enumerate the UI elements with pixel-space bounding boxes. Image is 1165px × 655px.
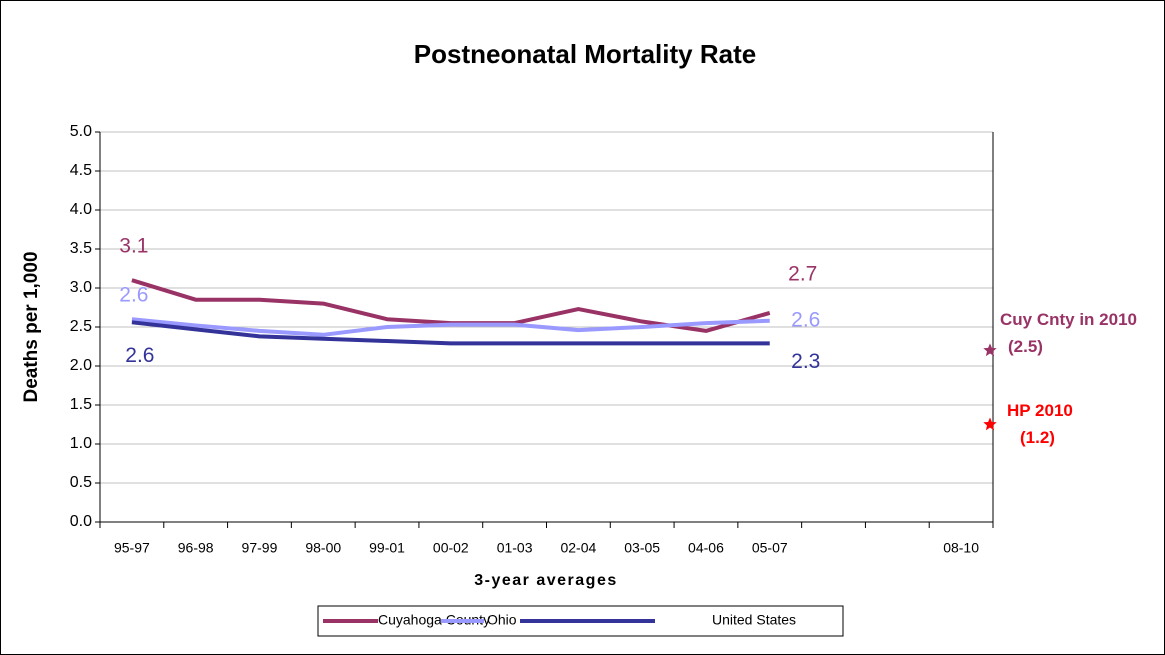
y-tick-label: 4.5 — [70, 162, 92, 179]
y-axis-label: Deaths per 1,000 — [21, 251, 42, 402]
target-label: (1.2) — [1020, 428, 1055, 447]
y-tick-label: 5.0 — [70, 123, 92, 140]
y-tick-label: 1.5 — [70, 396, 92, 413]
target-star — [983, 417, 997, 431]
x-tick-label: 98-00 — [305, 540, 341, 556]
data-label: 2.6 — [119, 284, 148, 307]
y-tick-label: 0.5 — [70, 474, 92, 491]
y-tick-label: 1.0 — [70, 435, 92, 452]
x-tick-label: 96-98 — [178, 540, 214, 556]
y-tick-label: 3.5 — [70, 240, 92, 257]
target-label: HP 2010 — [1007, 401, 1073, 420]
y-tick-label: 4.0 — [70, 201, 92, 218]
x-tick-label: 08-10 — [943, 540, 979, 556]
legend-label: Cuyahoga County — [378, 612, 490, 628]
legend-label: United States — [712, 612, 796, 628]
series-line — [131, 320, 770, 346]
x-tick-label: 97-99 — [242, 540, 278, 556]
x-tick-label: 95-97 — [114, 540, 150, 556]
x-tick-label: 01-03 — [497, 540, 533, 556]
x-tick-label: 99-01 — [369, 540, 405, 556]
x-tick-label: 03-05 — [624, 540, 660, 556]
data-label: 2.3 — [791, 350, 820, 373]
y-tick-label: 2.0 — [70, 357, 92, 374]
data-label: 2.6 — [125, 344, 154, 367]
x-tick-label: 05-07 — [752, 540, 788, 556]
y-tick-label: 2.5 — [70, 318, 92, 335]
data-label: 3.1 — [119, 235, 148, 258]
legend-label: Ohio — [487, 612, 517, 628]
x-tick-label: 04-06 — [688, 540, 724, 556]
data-label: 2.7 — [788, 263, 817, 286]
data-label: 2.6 — [791, 308, 820, 331]
series-line — [131, 317, 770, 337]
x-tick-label: 02-04 — [560, 540, 596, 556]
target-label: (2.5) — [1008, 337, 1043, 356]
chart-title: Postneonatal Mortality Rate — [414, 39, 756, 69]
target-star — [983, 343, 997, 357]
y-tick-label: 3.0 — [70, 279, 92, 296]
x-tick-label: 00-02 — [433, 540, 469, 556]
x-axis-label: 3-year averages — [474, 572, 617, 589]
y-tick-label: 0.0 — [70, 513, 92, 530]
target-label: Cuy Cnty in 2010 — [1000, 310, 1137, 329]
